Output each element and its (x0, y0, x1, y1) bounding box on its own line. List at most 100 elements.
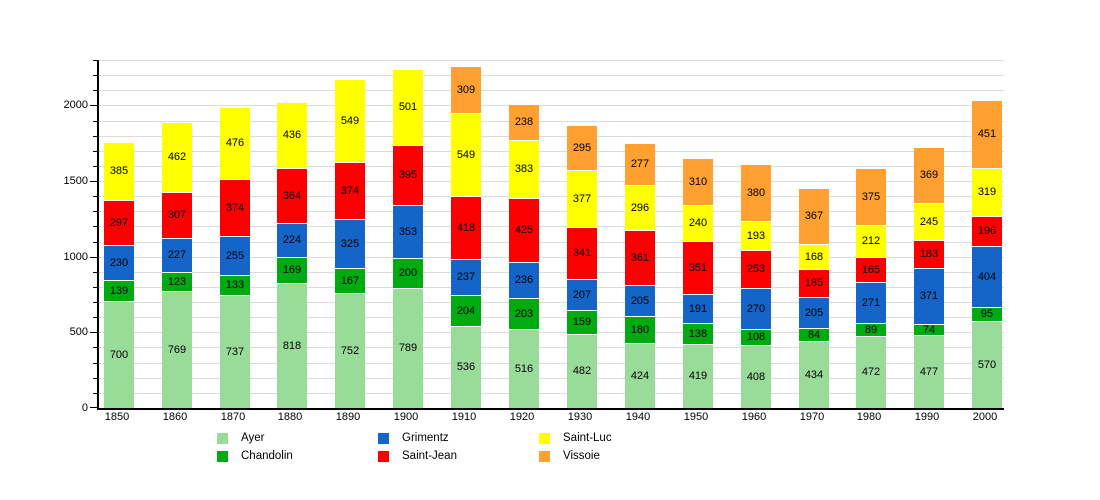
bar-1900: 789 200 353 395 501 (393, 70, 423, 408)
bar-1920: 516 203 236 425 383 238 (509, 105, 539, 408)
bar-segment-chandolin: 123 (162, 273, 192, 292)
bar-segment-value: 451 (977, 128, 997, 140)
y-minor-tick (93, 135, 97, 137)
bar-segment-value: 482 (572, 365, 592, 377)
legend-item-ayer: Ayer (217, 429, 378, 447)
bar-segment-value: 169 (282, 264, 302, 276)
bar-segment-value: 737 (225, 345, 245, 358)
bar-segment-value: 168 (804, 250, 824, 263)
gridline (99, 392, 1004, 394)
bar-segment-chandolin: 169 (277, 258, 307, 284)
bar-segment-value: 367 (804, 210, 824, 222)
bar-segment-value: 424 (630, 369, 650, 382)
bar-segment-saint-luc: 549 (335, 80, 365, 163)
bar-segment-ayer: 769 (162, 292, 192, 408)
bar-segment-ayer: 482 (567, 335, 597, 408)
bar-segment-value: 752 (340, 344, 360, 357)
bar-segment-saint-jean: 196 (972, 217, 1002, 247)
bar-segment-chandolin: 89 (856, 324, 886, 337)
bar-1990: 477 74 371 183 245 369 (914, 148, 944, 408)
bar-segment-value: 395 (398, 169, 418, 181)
bar-segment-value: 185 (804, 277, 824, 289)
bar-segment-vissoie: 277 (625, 144, 655, 186)
bar-segment-saint-jean: 395 (393, 146, 423, 206)
bar-1980: 472 89 271 165 212 375 (856, 169, 886, 408)
legend-swatch-grimentz-icon (378, 432, 389, 444)
bar-segment-saint-jean: 307 (162, 193, 192, 239)
legend-item-saint-jean: Saint-Jean (378, 447, 539, 465)
bar-segment-saint-jean: 374 (335, 163, 365, 220)
bar-segment-ayer: 472 (856, 337, 886, 408)
bar-segment-saint-luc: 501 (393, 70, 423, 146)
bar-segment-value: 404 (977, 270, 997, 283)
y-minor-tick (93, 211, 97, 213)
gridline (99, 271, 1004, 273)
bar-segment-value: 237 (456, 271, 476, 283)
y-minor-tick (93, 317, 97, 319)
gridline (99, 362, 1004, 364)
bar-segment-saint-luc: 240 (683, 206, 713, 242)
bar-segment-value: 204 (456, 304, 476, 317)
bar-segment-value: 309 (456, 83, 476, 96)
x-axis-tick-label: 1980 (856, 411, 882, 423)
bar-segment-value: 230 (109, 256, 129, 269)
y-major-tick (90, 181, 97, 183)
gridline (99, 150, 1004, 152)
gridline (99, 165, 1004, 167)
y-axis-tick-label: 2000 (63, 99, 88, 112)
gridline (99, 226, 1004, 228)
bar-segment-ayer: 516 (509, 330, 539, 408)
bar-segment-chandolin: 74 (914, 323, 944, 336)
bar-segment-value: 270 (746, 302, 766, 315)
gridline (99, 181, 1004, 183)
gridline (99, 60, 1004, 61)
bar-segment-ayer: 789 (393, 289, 423, 408)
legend-item-saint-luc: Saint-Luc (539, 429, 700, 447)
bar-segment-ayer: 536 (451, 327, 481, 408)
bar-segment-vissoie: 238 (509, 105, 539, 141)
bar-segment-vissoie: 369 (914, 148, 944, 204)
bar-segment-value: 74 (922, 323, 936, 336)
y-major-tick (90, 332, 97, 334)
bar-segment-vissoie: 310 (683, 159, 713, 206)
bar-segment-grimentz: 191 (683, 295, 713, 324)
bar-segment-value: 183 (919, 248, 939, 260)
x-axis-tick-label: 1860 (162, 411, 188, 423)
bar-segment-grimentz: 237 (451, 260, 481, 296)
bar-segment-grimentz: 325 (335, 220, 365, 269)
y-major-tick (90, 105, 97, 107)
bar-segment-value: 549 (340, 114, 360, 127)
bar-segment-saint-luc: 212 (856, 226, 886, 258)
bar-segment-grimentz: 207 (567, 280, 597, 311)
bar-segment-saint-jean: 361 (625, 231, 655, 286)
bar-segment-value: 549 (456, 148, 476, 161)
y-minor-tick (93, 286, 97, 288)
bar-segment-value: 361 (630, 251, 650, 264)
bar-segment-value: 203 (514, 307, 534, 320)
legend-swatch-ayer-icon (217, 432, 228, 444)
bar-segment-grimentz: 271 (856, 283, 886, 324)
bar-segment-value: 570 (977, 358, 997, 371)
bar-segment-vissoie: 451 (972, 101, 1002, 169)
legend-swatch-vissoie-icon (539, 450, 550, 462)
bar-segment-value: 419 (688, 370, 708, 382)
bar-segment-value: 380 (746, 186, 766, 199)
bar-segment-value: 180 (630, 323, 650, 336)
gridline (99, 241, 1004, 243)
bar-segment-chandolin: 167 (335, 269, 365, 294)
bar-segment-value: 408 (746, 370, 766, 383)
bar-segment-saint-jean: 418 (451, 197, 481, 260)
legend-swatch-chandolin-icon (217, 450, 228, 462)
bar-segment-value: 253 (746, 263, 766, 275)
bar-segment-saint-luc: 436 (277, 103, 307, 169)
y-minor-tick (93, 226, 97, 228)
bar-segment-saint-luc: 385 (104, 143, 134, 201)
bar-segment-chandolin: 133 (220, 276, 250, 296)
bar-segment-value: 325 (340, 237, 360, 250)
bar-segment-vissoie: 380 (741, 165, 771, 222)
bar-segment-grimentz: 353 (393, 206, 423, 259)
bar-segment-value: 307 (167, 209, 187, 221)
bar-segment-value: 295 (572, 141, 592, 154)
bar-segment-value: 434 (804, 368, 824, 381)
bar-segment-chandolin: 203 (509, 299, 539, 330)
